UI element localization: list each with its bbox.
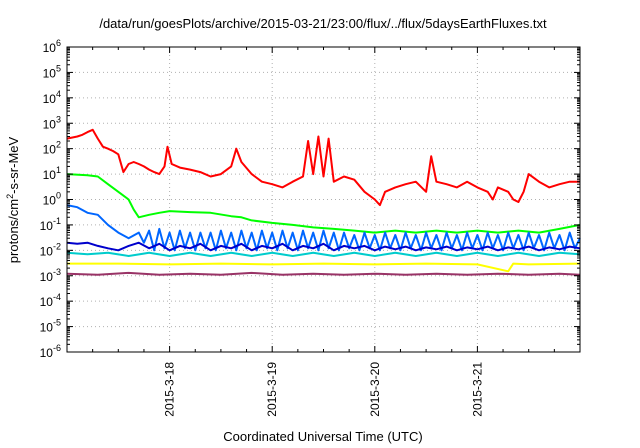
grid-lines — [67, 47, 580, 352]
series-line-7 — [66, 271, 581, 276]
plot-series — [66, 128, 581, 276]
y-tick-labels: 10-6 10-5 10-4 10-3 10-2 10-1 100 101 102 103 104 1… — [40, 38, 61, 360]
x-tick-label: 2015-3-18 — [163, 362, 177, 417]
axis-ticks — [67, 46, 580, 353]
series-line-5 — [66, 251, 581, 257]
y-tick-label: 10-1 — [40, 216, 61, 233]
x-tick-labels: 2015-3-18 2015-3-19 2015-3-20 2015-3-21 — [163, 362, 485, 417]
x-tick-label: 2015-3-19 — [265, 362, 279, 417]
y-tick-label: 100 — [43, 191, 61, 208]
y-tick-label: 10-6 — [40, 343, 61, 360]
series-line-2 — [66, 173, 581, 234]
chart-title: /data/run/goesPlots/archive/2015-03-21/2… — [99, 16, 547, 31]
x-tick-label: 2015-3-20 — [368, 362, 382, 417]
y-tick-label: 104 — [43, 89, 61, 106]
y-tick-label: 101 — [43, 165, 61, 182]
series-line-3 — [66, 204, 581, 252]
y-tick-label: 10-3 — [40, 267, 61, 284]
y-axis-title: protons/cm2-s-sr-MeV — [5, 136, 21, 263]
series-line-1 — [66, 128, 580, 207]
y-tick-label: 103 — [43, 114, 61, 131]
y-tick-label: 106 — [43, 38, 61, 55]
x-tick-label: 2015-3-21 — [470, 362, 484, 417]
y-tick-label: 105 — [43, 63, 61, 80]
series-line-4 — [66, 241, 581, 252]
y-tick-label: 10-4 — [40, 292, 61, 309]
series-line-6 — [67, 262, 581, 273]
y-tick-label: 10-5 — [40, 318, 61, 335]
x-axis-title: Coordinated Universal Time (UTC) — [223, 429, 422, 444]
y-tick-label: 102 — [43, 140, 61, 157]
y-tick-label: 10-2 — [40, 241, 61, 258]
